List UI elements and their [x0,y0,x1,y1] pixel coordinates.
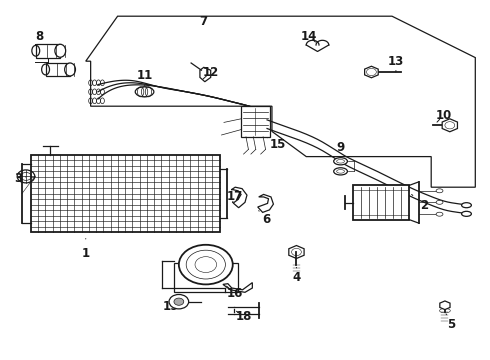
Polygon shape [442,119,458,132]
Ellipse shape [436,200,443,204]
Bar [36,44,60,58]
Ellipse shape [334,168,347,175]
Text: 5: 5 [446,314,455,330]
Polygon shape [365,66,378,78]
Text: 18: 18 [236,310,252,323]
Text: 11: 11 [136,69,153,85]
Ellipse shape [436,189,443,193]
Circle shape [174,298,184,305]
Text: 10: 10 [435,109,452,122]
Text: 14: 14 [300,30,317,42]
Bar [241,106,270,137]
Text: 15: 15 [267,138,287,151]
Text: 4: 4 [293,267,300,284]
Ellipse shape [462,203,471,208]
Polygon shape [440,301,450,310]
Ellipse shape [135,87,154,97]
Bar [353,185,409,220]
Polygon shape [289,246,304,258]
Text: 17: 17 [227,190,244,203]
Bar [46,63,70,76]
Text: 9: 9 [337,141,344,157]
Ellipse shape [65,63,75,76]
Text: 7: 7 [199,15,207,28]
Ellipse shape [436,212,443,216]
Text: 12: 12 [202,66,219,79]
Text: 16: 16 [226,286,244,300]
Circle shape [179,245,233,284]
Text: 1: 1 [82,239,90,260]
Ellipse shape [55,44,66,57]
Bar [174,263,238,292]
Text: 13: 13 [388,55,404,72]
Text: 3: 3 [15,172,25,185]
Circle shape [169,294,189,309]
Ellipse shape [462,211,471,216]
Text: 8: 8 [35,30,50,47]
Text: 6: 6 [259,211,270,226]
Text: 2: 2 [412,194,428,212]
Text: 19: 19 [162,300,179,313]
Ellipse shape [334,158,347,165]
Bar [31,155,220,232]
